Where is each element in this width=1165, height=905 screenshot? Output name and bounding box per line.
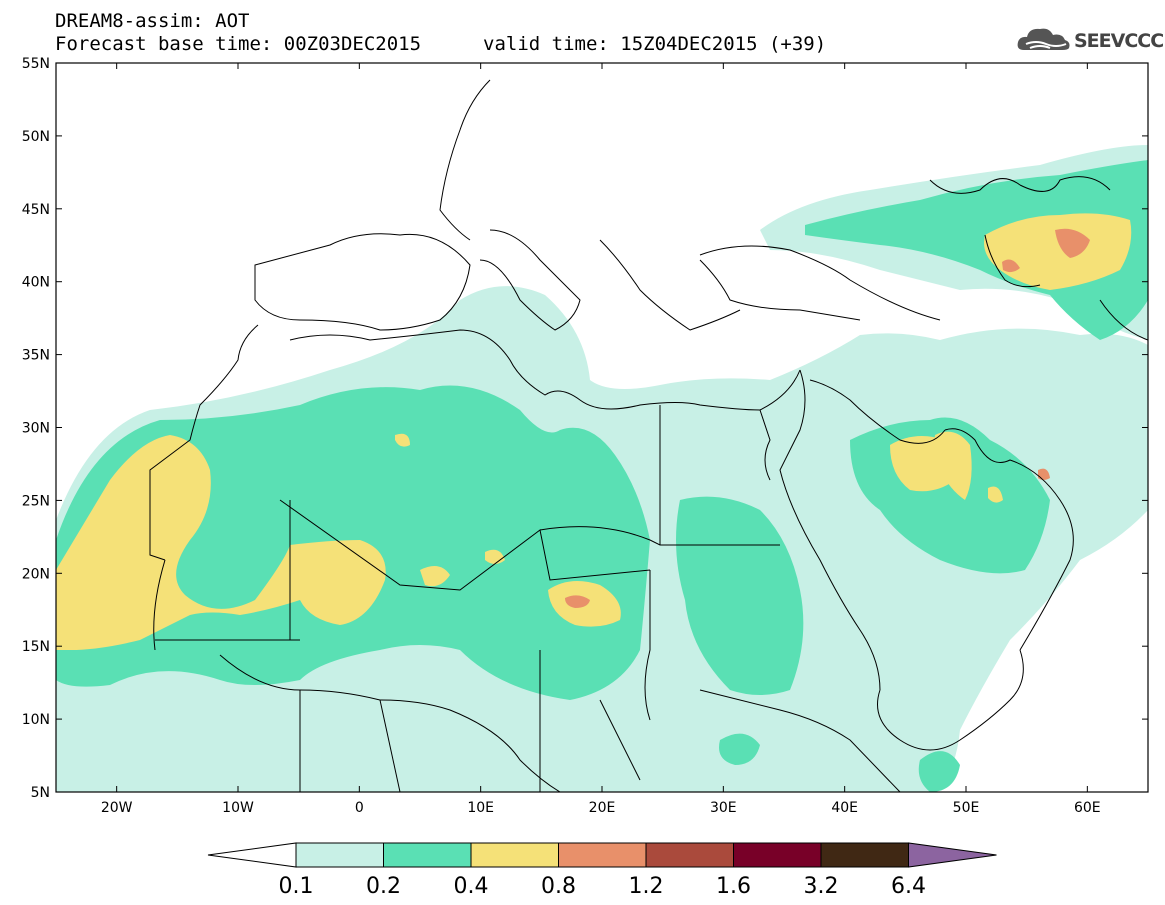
lat-tick-label: 15N — [22, 639, 50, 655]
colorbar-level-label: 0.2 — [366, 874, 401, 899]
lat-tick-label: 25N — [22, 493, 50, 509]
lon-tick-label: 0 — [355, 800, 364, 816]
lat-tick-label: 55N — [22, 56, 50, 72]
colorbar-lower-arrow — [207, 842, 297, 868]
lon-tick-label: 10W — [222, 800, 254, 816]
valid-time-label: valid time: 15Z04DEC2015 (+39) — [483, 33, 827, 55]
aot-level-0-4 — [56, 213, 1132, 650]
cloud-icon — [1017, 28, 1070, 50]
colorbar-level-label: 0.4 — [454, 874, 489, 899]
colorbar-segment — [295, 842, 384, 868]
seevccc-logo: SEEVCCC — [1016, 24, 1164, 54]
colorbar-level-label: 3.2 — [804, 874, 839, 899]
lat-tick-label: 20N — [22, 566, 50, 582]
colorbar-segment — [558, 842, 647, 868]
colorbar-level-label: 6.4 — [891, 874, 926, 899]
lon-tick-label: 10E — [467, 800, 494, 816]
colorbar-segment — [645, 842, 734, 868]
colorbar-level-label: 1.6 — [716, 874, 751, 899]
aot-level-0-8 — [565, 228, 1090, 608]
lon-tick-label: 40E — [831, 800, 858, 816]
colorbar-level-label: 0.8 — [541, 874, 576, 899]
logo-text: SEEVCCC — [1074, 30, 1164, 52]
colorbar-segment — [470, 842, 559, 868]
lon-tick-label: 20E — [589, 800, 616, 816]
lon-tick-label: 60E — [1074, 800, 1101, 816]
lat-tick-label: 30N — [22, 421, 50, 437]
lon-tick-label: 30E — [710, 800, 737, 816]
lon-tick-label: 50E — [953, 800, 980, 816]
coastlines — [149, 79, 1148, 792]
longitude-axis: 20W 10W 0 10E 20E 30E 40E 50E 60E — [101, 63, 1101, 816]
latitude-axis: 55N 50N 45N 40N 35N 30N 25N 20N 15N 10N 5N — [22, 56, 1148, 801]
colorbar-segment — [820, 842, 909, 868]
lat-tick-label: 50N — [22, 129, 50, 145]
lat-tick-label: 5N — [31, 785, 50, 801]
lat-tick-label: 35N — [22, 348, 50, 364]
colorbar-level-label: 0.1 — [279, 874, 314, 899]
lat-tick-label: 10N — [22, 712, 50, 728]
base-time-label: Forecast base time: 00Z03DEC2015 — [55, 33, 422, 55]
colorbar-level-label: 1.2 — [629, 874, 664, 899]
colorbar: 0.1 0.2 0.4 0.8 1.2 1.6 3.2 6.4 — [207, 842, 997, 899]
lat-tick-label: 40N — [22, 275, 50, 291]
model-title: DREAM8-assim: AOT — [55, 10, 250, 32]
lon-tick-label: 20W — [101, 800, 133, 816]
colorbar-upper-arrow — [908, 842, 997, 868]
aot-contours — [56, 145, 1148, 792]
colorbar-segment — [383, 842, 472, 868]
colorbar-segment — [733, 842, 822, 868]
lat-tick-label: 45N — [22, 202, 50, 218]
